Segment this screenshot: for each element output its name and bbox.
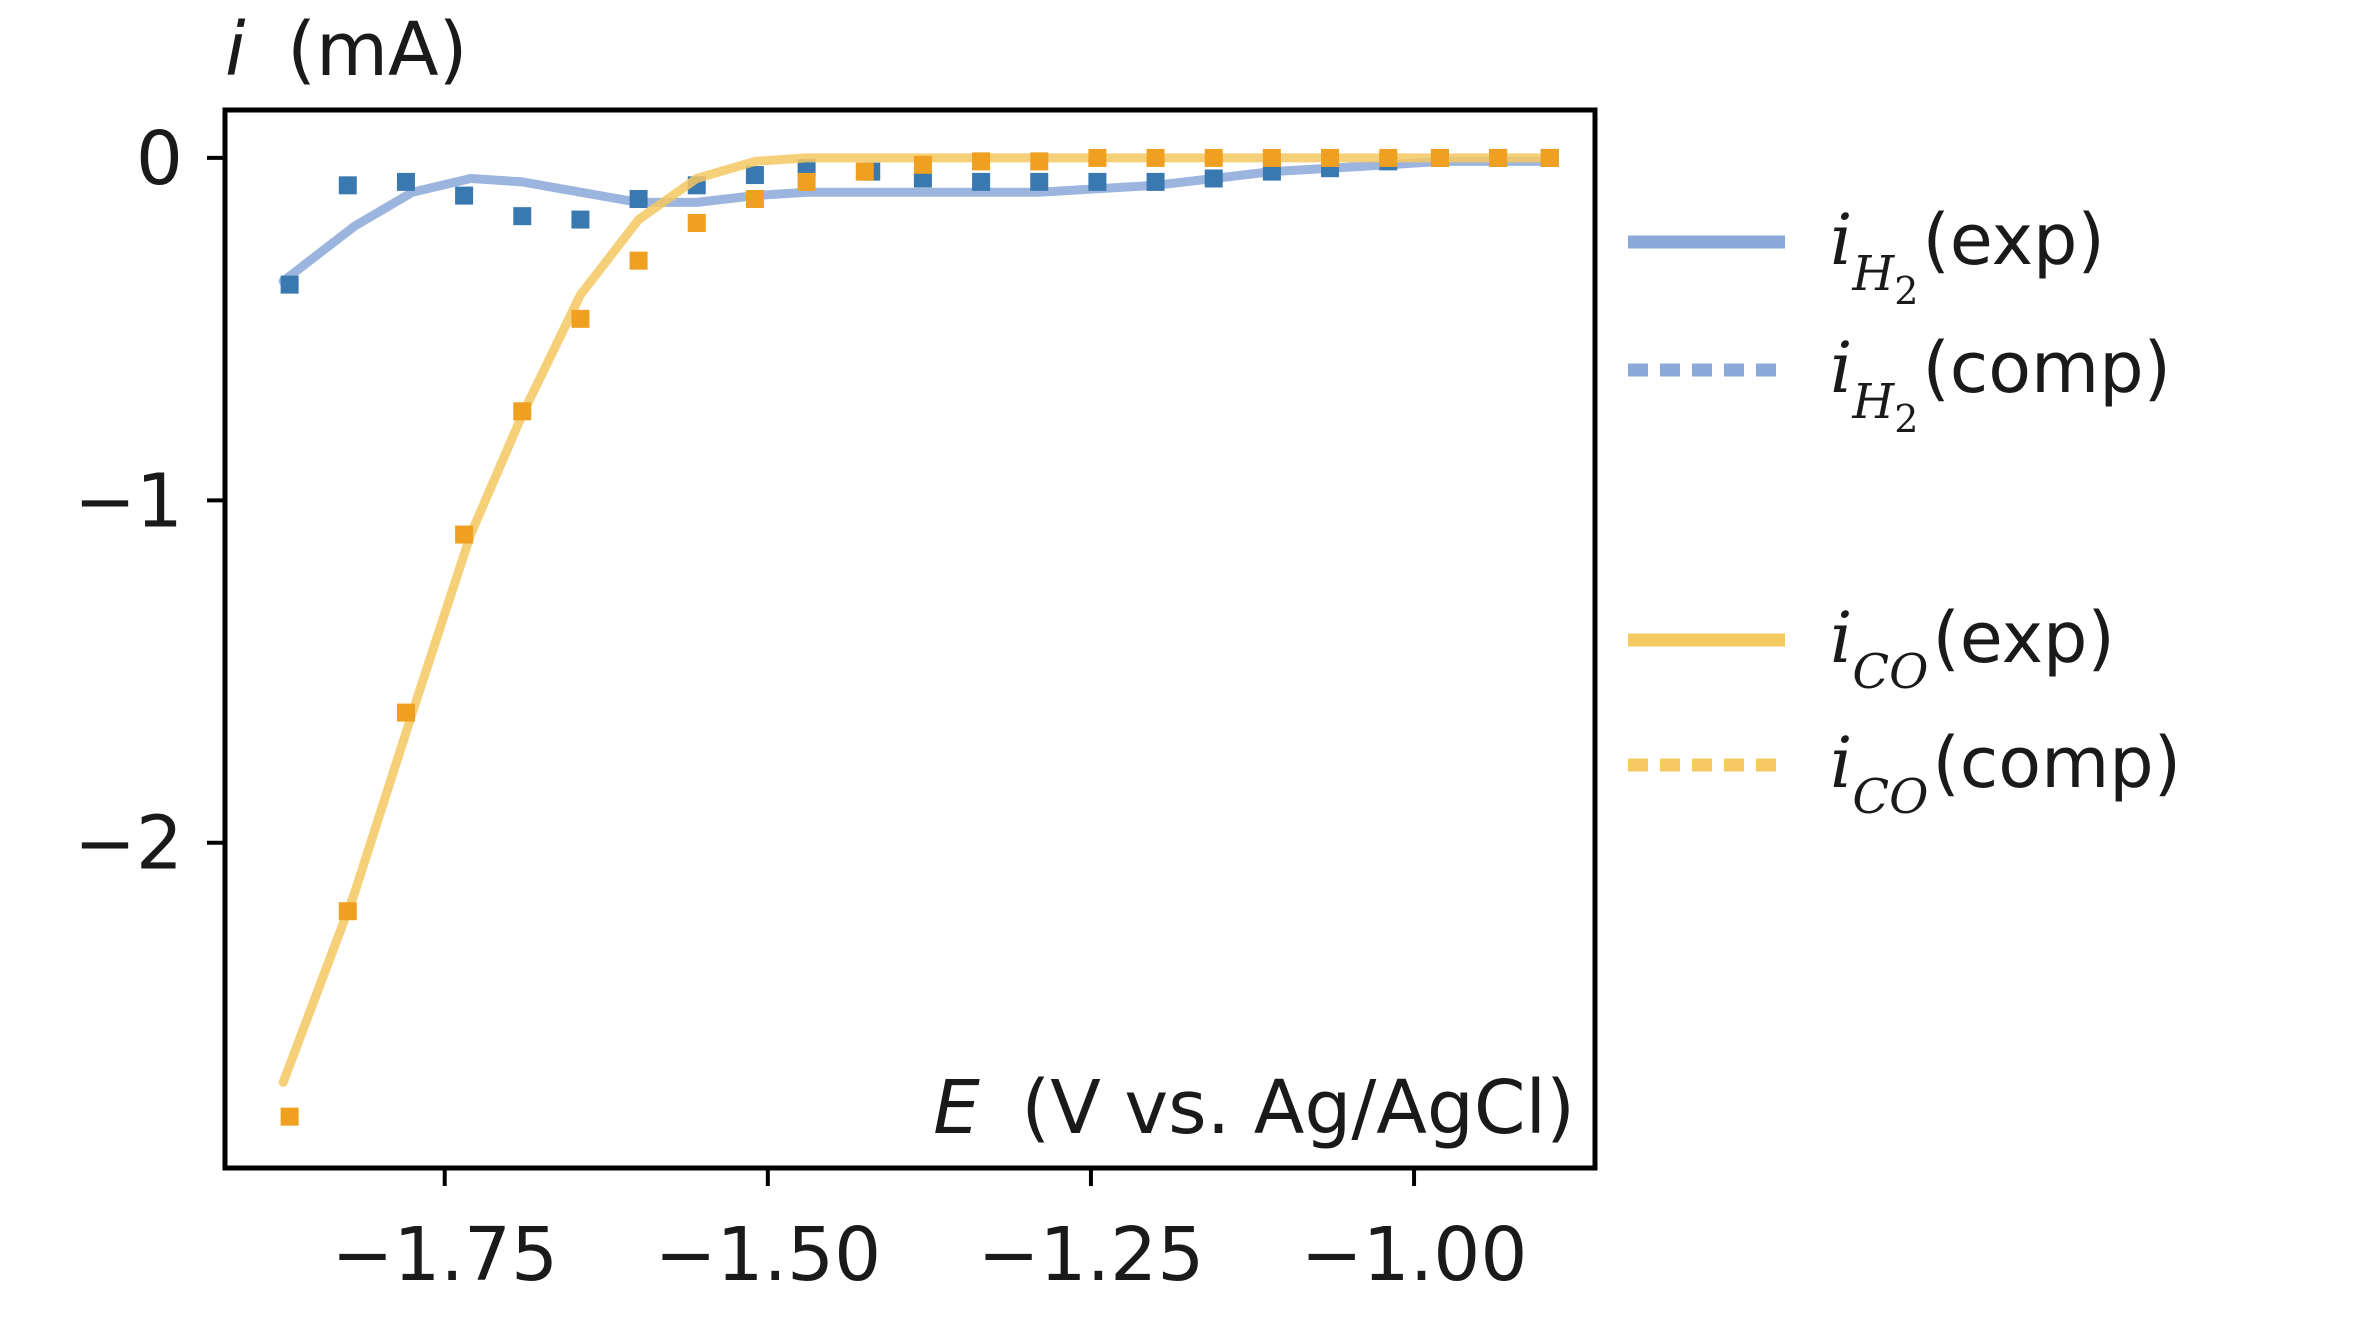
data-point-h-comp [913, 169, 932, 188]
data-point-co-comp [855, 162, 874, 181]
y-axis-variable: i [225, 7, 246, 93]
data-point-co-comp [913, 155, 932, 174]
data-point-h-comp [1204, 169, 1223, 188]
data-point-co-comp [1262, 148, 1281, 167]
data-point-h-comp [455, 186, 474, 205]
data-point-co-comp [629, 251, 648, 270]
data-point-co-comp [1379, 148, 1398, 167]
x-tick-label: −1.00 [1301, 1212, 1528, 1298]
legend-label-co-exp: iCO(exp) [1830, 597, 2115, 700]
series-line-co-exp [278, 153, 1555, 1087]
data-point-co-comp [1540, 148, 1559, 167]
axis-ticks: −1.75 −1.50 −1.25 −1.00 0 −1 −2 [74, 116, 1528, 1298]
data-point-h-comp [513, 207, 532, 226]
y-axis-unit: (mA) [287, 7, 467, 93]
plot-frame [222, 107, 1598, 1171]
x-axis-label: E (V vs. Ag/AgCl) [933, 1065, 1575, 1151]
x-tick-label: −1.75 [331, 1212, 558, 1298]
x-axis-variable: E [933, 1065, 980, 1151]
data-point-h-comp [972, 172, 991, 191]
data-point-co-comp [1321, 148, 1340, 167]
data-point-co-comp [1489, 148, 1508, 167]
data-point-co-comp [1088, 148, 1107, 167]
legend: iH2(exp) iH2(comp) iCO(exp) iCO(comp) [1628, 199, 2181, 825]
data-point-co-comp [1430, 148, 1449, 167]
data-point-co-comp [1030, 152, 1049, 171]
data-point-co-comp [455, 525, 474, 544]
data-point-h-comp [745, 166, 764, 185]
plot-marks [278, 148, 1559, 1126]
data-point-co-comp [571, 309, 590, 328]
data-point-co-comp [687, 213, 706, 232]
x-tick-label: −1.25 [978, 1212, 1205, 1298]
y-tick-label: −2 [74, 801, 183, 887]
data-point-co-comp [745, 190, 764, 209]
legend-label-h-exp: iH2(exp) [1830, 199, 2105, 313]
data-point-h-comp [1088, 172, 1107, 191]
y-tick-label: −1 [74, 458, 183, 544]
y-axis-label: i (mA) [225, 7, 468, 93]
data-point-h-comp [1030, 172, 1049, 191]
data-point-h-comp [280, 275, 299, 294]
series-line-h-exp [278, 156, 1555, 286]
data-point-co-comp [513, 402, 532, 421]
data-point-co-comp [972, 152, 991, 171]
x-tick-label: −1.50 [654, 1212, 881, 1298]
data-point-co-comp [797, 172, 816, 191]
data-point-co-comp [1146, 148, 1165, 167]
data-point-h-comp [571, 210, 590, 229]
data-point-h-comp [396, 172, 415, 191]
data-point-h-comp [1146, 172, 1165, 191]
y-tick-label: 0 [136, 116, 183, 202]
data-point-h-comp [338, 176, 357, 195]
legend-label-co-comp: iCO(comp) [1830, 722, 2181, 825]
data-point-co-comp [280, 1107, 299, 1126]
data-point-co-comp [338, 902, 357, 921]
data-point-h-comp [797, 159, 816, 178]
legend-label-h-comp: iH2(comp) [1830, 327, 2171, 441]
x-axis-unit: (V vs. Ag/AgCl) [1021, 1065, 1575, 1151]
data-point-h-comp [1262, 162, 1281, 181]
data-point-co-comp [1204, 148, 1223, 167]
data-point-co-comp [396, 703, 415, 722]
data-point-h-comp [629, 190, 648, 209]
